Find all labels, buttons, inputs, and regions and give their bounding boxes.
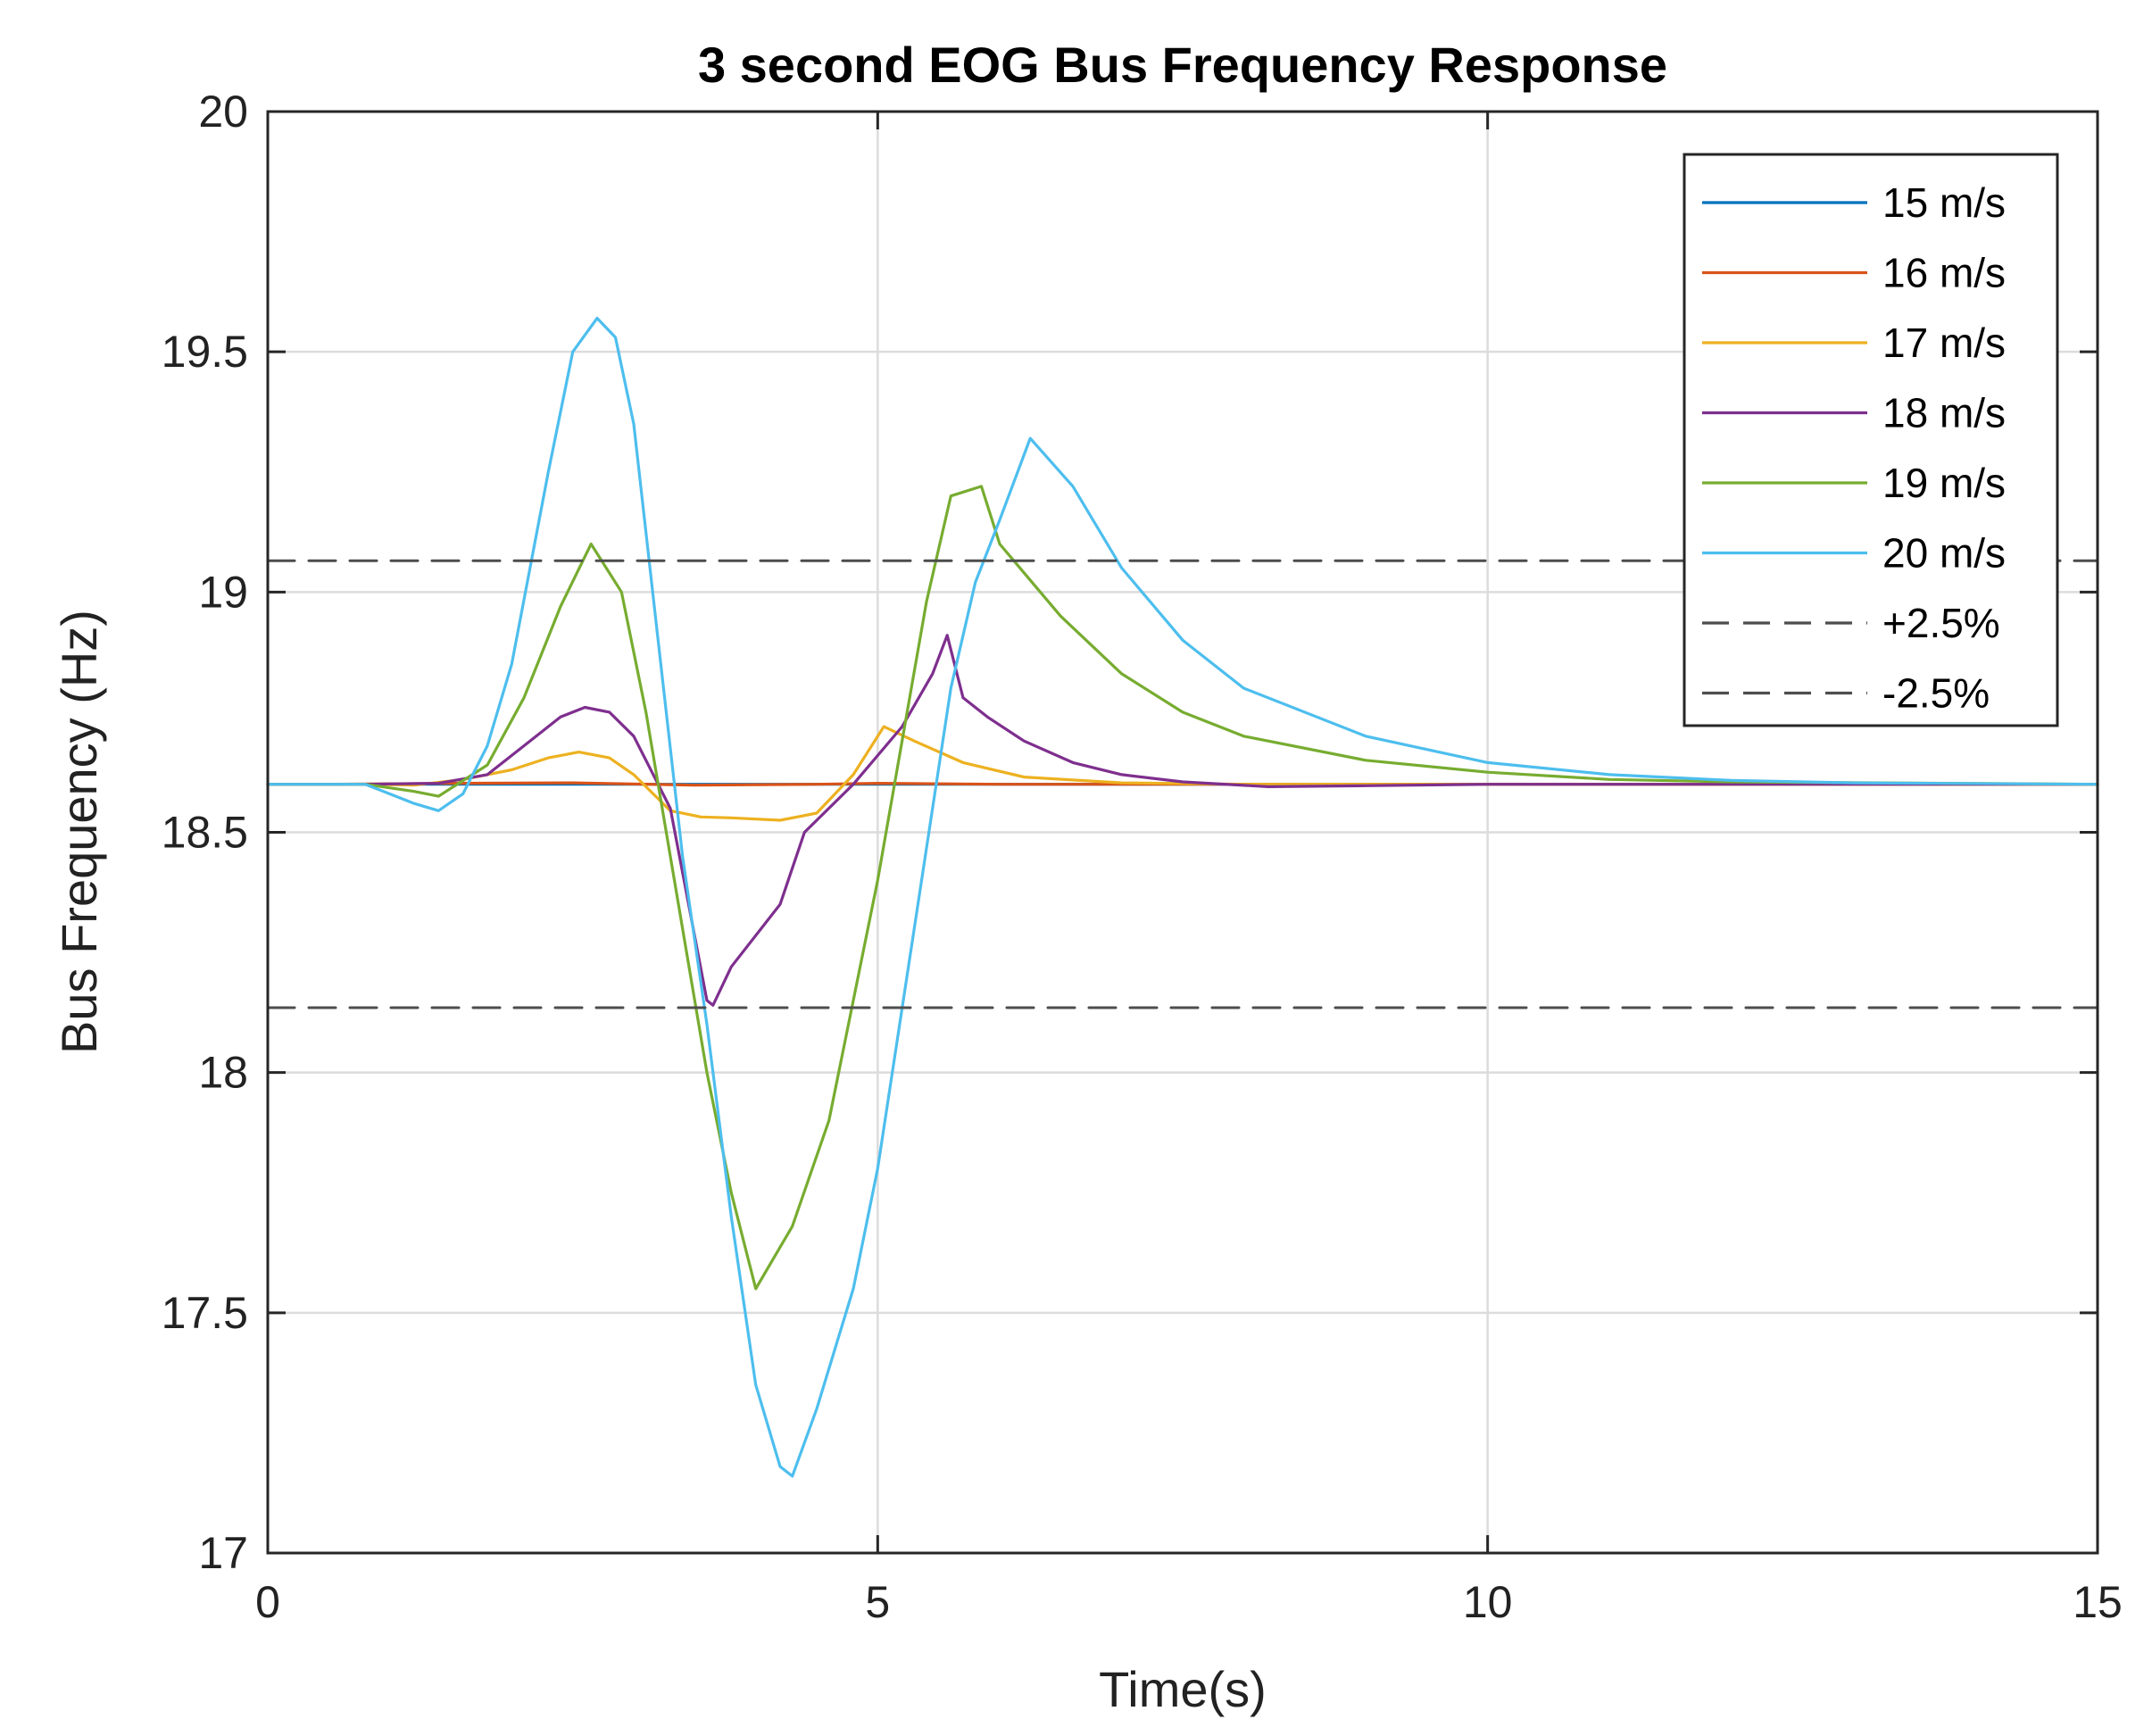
legend-label: 17 m/s — [1882, 320, 2006, 366]
legend-label: 18 m/s — [1882, 390, 2006, 436]
x-tick-label: 15 — [2073, 1577, 2123, 1627]
y-tick-label: 17.5 — [162, 1288, 248, 1338]
legend-label: 20 m/s — [1882, 530, 2006, 577]
tick-labels: 0 5 10 15 17 17.5 18 18.5 19 19.5 20 — [162, 87, 2123, 1627]
y-tick-label: 18 — [198, 1048, 248, 1098]
legend-label: +2.5% — [1882, 600, 2000, 646]
x-tick-label: 10 — [1463, 1577, 1513, 1627]
legend-label: 16 m/s — [1882, 250, 2006, 296]
y-axis-label: Bus Frequency (Hz) — [51, 610, 107, 1054]
legend-box — [1683, 153, 2059, 727]
series-line-20-m-s — [266, 316, 2099, 1478]
y-tick-label: 19.5 — [162, 327, 248, 377]
x-tick-label: 5 — [865, 1577, 890, 1627]
y-tick-label: 18.5 — [162, 808, 248, 858]
legend: 15 m/s 16 m/s 17 m/s 18 m/s 19 m/s 20 m/s +2.5… — [1683, 153, 2059, 727]
x-tick-label: 0 — [255, 1577, 280, 1627]
legend-label: -2.5% — [1882, 670, 1990, 717]
tick-marks — [266, 110, 2099, 1555]
legend-label: 19 m/s — [1882, 460, 2006, 506]
x-axis-label: Time(s) — [1099, 1661, 1267, 1717]
y-tick-label: 19 — [198, 567, 248, 617]
chart-title: 3 second EOG Bus Frequency Response — [698, 37, 1667, 93]
legend-label: 15 m/s — [1882, 179, 2006, 226]
y-tick-label: 20 — [198, 87, 248, 137]
series-layer — [266, 316, 2099, 1478]
series-line-19-m-s — [266, 485, 2099, 1291]
y-tick-label: 17 — [198, 1528, 248, 1578]
series-line-18-m-s — [266, 634, 2099, 1007]
